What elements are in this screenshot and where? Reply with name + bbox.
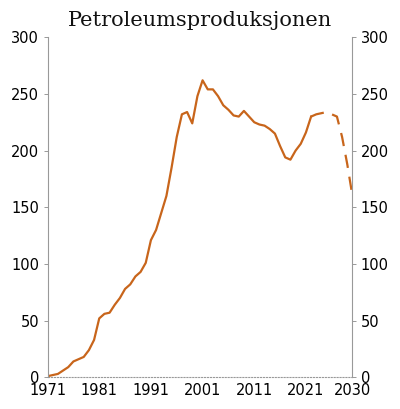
Title: Petroleumsproduksjonen: Petroleumsproduksjonen: [68, 11, 332, 30]
